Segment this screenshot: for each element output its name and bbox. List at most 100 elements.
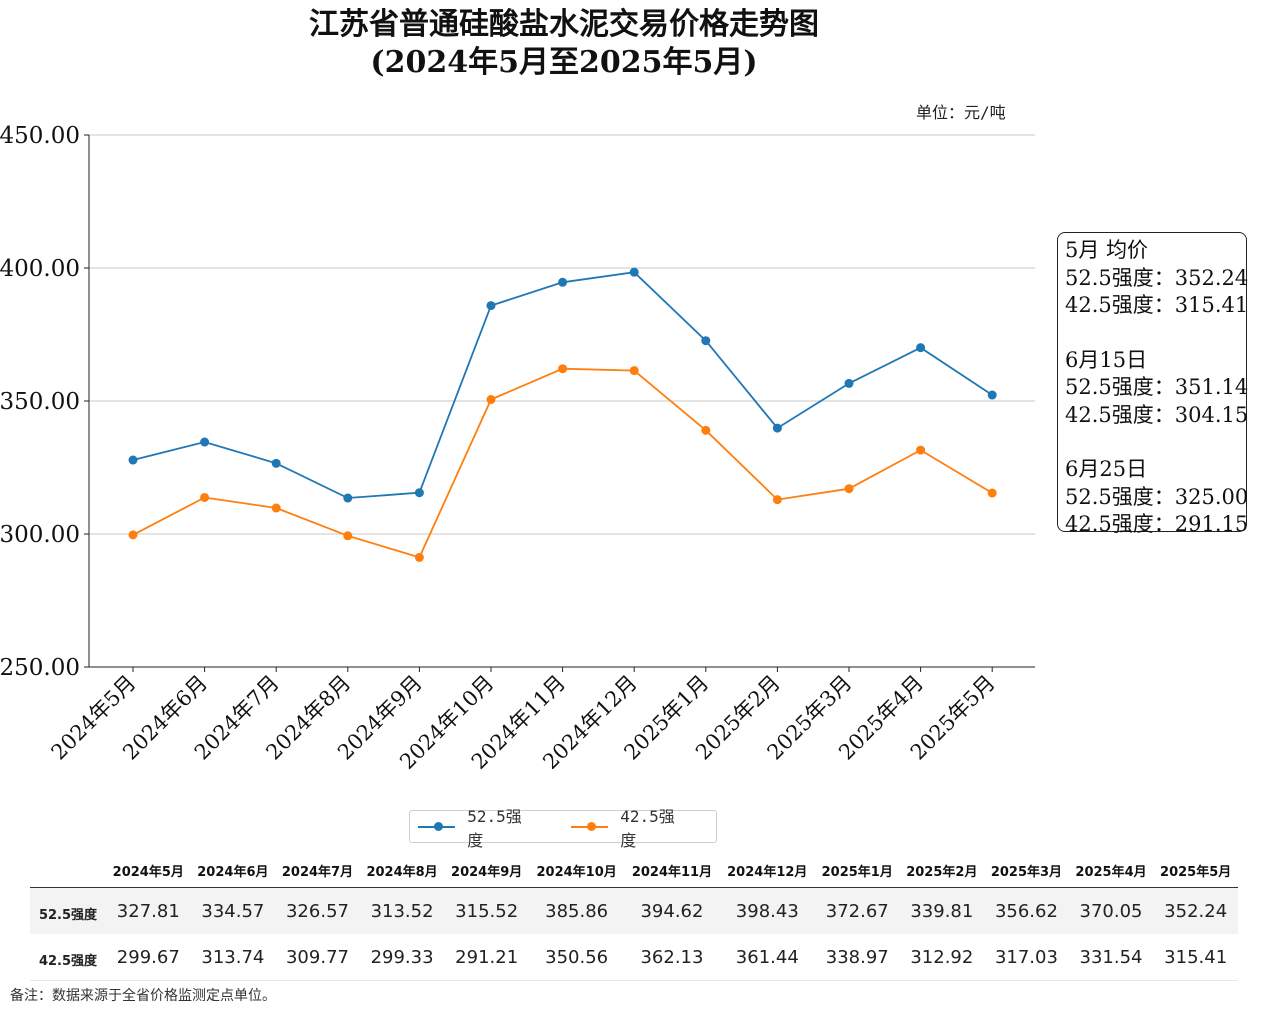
annotation-label: 52.5强度： xyxy=(1065,375,1175,399)
table-cell: 313.74 xyxy=(190,934,276,981)
annotation-heading: 5月 均价 xyxy=(1065,238,1149,262)
data-point xyxy=(629,366,639,376)
table-cell: 315.52 xyxy=(444,887,529,934)
table-cell: 331.54 xyxy=(1068,934,1154,981)
data-point xyxy=(414,552,424,562)
table-cell: 327.81 xyxy=(106,887,191,934)
data-point xyxy=(343,531,353,541)
table-cell: 338.97 xyxy=(814,934,900,981)
chart-title-main: 江苏省普通硅酸盐水泥交易价格走势图 xyxy=(309,7,819,42)
y-tick-label: 300.00 xyxy=(0,522,80,548)
table-cell: 299.67 xyxy=(106,934,191,981)
y-tick-label: 350.00 xyxy=(0,389,80,415)
annotation-group-june-25: 6月25日 52.5强度： 325.00 42.5强度： 291.15 xyxy=(1065,456,1248,539)
table-cell: 313.52 xyxy=(359,887,445,934)
annotation-label: 52.5强度： xyxy=(1065,265,1175,290)
table-cell: 339.81 xyxy=(899,887,985,934)
table-row: 42.5强度 299.67 313.74 309.77 299.33 291.2… xyxy=(30,934,1238,981)
data-point xyxy=(558,277,568,287)
legend-marker-blue xyxy=(418,821,456,831)
y-tick-label: 450.00 xyxy=(0,123,80,149)
annotation-heading: 6月15日 xyxy=(1065,347,1148,372)
data-point xyxy=(486,301,496,311)
table-cell: 362.13 xyxy=(624,934,720,981)
annotation-label: 42.5强度： xyxy=(1065,402,1175,427)
data-point xyxy=(558,364,568,374)
annotation-label: 42.5强度： xyxy=(1065,293,1175,317)
table-header: 2024年12月 xyxy=(719,853,815,888)
data-point xyxy=(343,493,353,503)
data-point xyxy=(128,530,138,540)
annotation-value: 325.00 xyxy=(1174,484,1249,509)
data-point xyxy=(701,336,711,346)
table-cell: 356.62 xyxy=(984,887,1069,934)
table-header: 2025年4月 xyxy=(1068,853,1154,888)
data-point xyxy=(414,488,424,498)
table-cell: 317.03 xyxy=(984,934,1069,981)
annotation-value: 315.41 xyxy=(1174,293,1249,317)
table-cell: 372.67 xyxy=(814,887,900,934)
table-header: 2024年9月 xyxy=(444,853,529,888)
table-header: 2025年5月 xyxy=(1153,853,1238,888)
data-point xyxy=(701,425,711,435)
data-point xyxy=(916,343,926,353)
chart-title: 江苏省普通硅酸盐水泥交易价格走势图 (2024年5月至2025年5月) xyxy=(0,6,1128,82)
table-cell: 299.33 xyxy=(359,934,445,981)
annotation-row: 42.5强度： 304.15 xyxy=(1065,402,1248,430)
annotation-value: 352.24 xyxy=(1174,265,1249,290)
annotation-label: 42.5强度： xyxy=(1065,512,1175,536)
annotation-label: 52.5强度： xyxy=(1065,484,1175,509)
table-header: 2024年10月 xyxy=(528,853,625,888)
annotation-row: 42.5强度： 291.15 xyxy=(1065,511,1248,539)
table-cell: 361.44 xyxy=(719,934,815,981)
annotation-value: 291.15 xyxy=(1174,512,1249,536)
data-point xyxy=(486,395,496,405)
table-header: 2025年3月 xyxy=(984,853,1069,888)
data-point xyxy=(916,445,926,455)
table-cell: 315.41 xyxy=(1153,934,1238,981)
data-point xyxy=(271,458,281,468)
data-point xyxy=(772,495,782,505)
legend-marker-orange xyxy=(571,821,609,831)
table-cell: 326.57 xyxy=(275,887,360,934)
chart-legend: 52.5强度 42.5强度 xyxy=(409,807,717,850)
data-point xyxy=(629,267,639,277)
y-tick-label: 250.00 xyxy=(0,655,80,681)
data-point xyxy=(271,503,281,513)
data-point xyxy=(844,378,854,388)
table-header: 2024年8月 xyxy=(359,853,445,888)
table-header: 2025年2月 xyxy=(899,853,985,888)
table-header: 2024年11月 xyxy=(624,853,720,888)
annotation-group-may-average: 5月 均价 52.5强度： 352.24 42.5强度： 315.41 xyxy=(1065,237,1248,320)
table-header: 2025年1月 xyxy=(814,853,900,888)
table-row-label: 42.5强度 xyxy=(30,934,106,981)
annotation-value: 304.15 xyxy=(1174,402,1249,427)
annotation-value: 351.14 xyxy=(1174,375,1249,399)
table-cell: 309.77 xyxy=(275,934,360,981)
legend-item-42-5: 42.5强度 xyxy=(571,803,686,851)
data-point xyxy=(987,488,997,498)
data-point xyxy=(772,423,782,433)
table-cell: 398.43 xyxy=(719,887,815,934)
legend-label: 52.5强度 xyxy=(467,806,522,850)
data-point xyxy=(200,492,210,502)
data-point xyxy=(844,484,854,494)
unit-label: 单位：元/吨 xyxy=(916,103,1006,122)
annotation-row: 52.5强度： 352.24 xyxy=(1065,265,1248,293)
price-annotation-box: 5月 均价 52.5强度： 352.24 42.5强度： 315.41 6月15日 … xyxy=(1057,232,1248,536)
table-row: 52.5强度 327.81 334.57 326.57 313.52 315.5… xyxy=(30,887,1238,934)
y-tick-label: 400.00 xyxy=(0,256,80,282)
table-row-label: 52.5强度 xyxy=(30,887,106,934)
data-point xyxy=(200,437,210,447)
table-header: 2024年6月 xyxy=(190,853,276,888)
annotation-row: 52.5强度： 351.14 xyxy=(1065,374,1248,402)
table-header: 2024年5月 xyxy=(106,853,191,888)
table-header-row: 2024年5月 2024年6月 2024年7月 2024年8月 2024年9月 … xyxy=(30,853,1238,888)
table-corner xyxy=(30,853,106,888)
chart-subtitle: (2024年5月至2025年5月) xyxy=(370,45,758,80)
data-point xyxy=(987,390,997,400)
series-line-42-5 xyxy=(132,367,993,559)
line-chart: 450.00400.00350.00300.00250.002024年5月202… xyxy=(0,123,1035,774)
table-cell: 334.57 xyxy=(190,887,276,934)
table-cell: 370.05 xyxy=(1068,887,1154,934)
